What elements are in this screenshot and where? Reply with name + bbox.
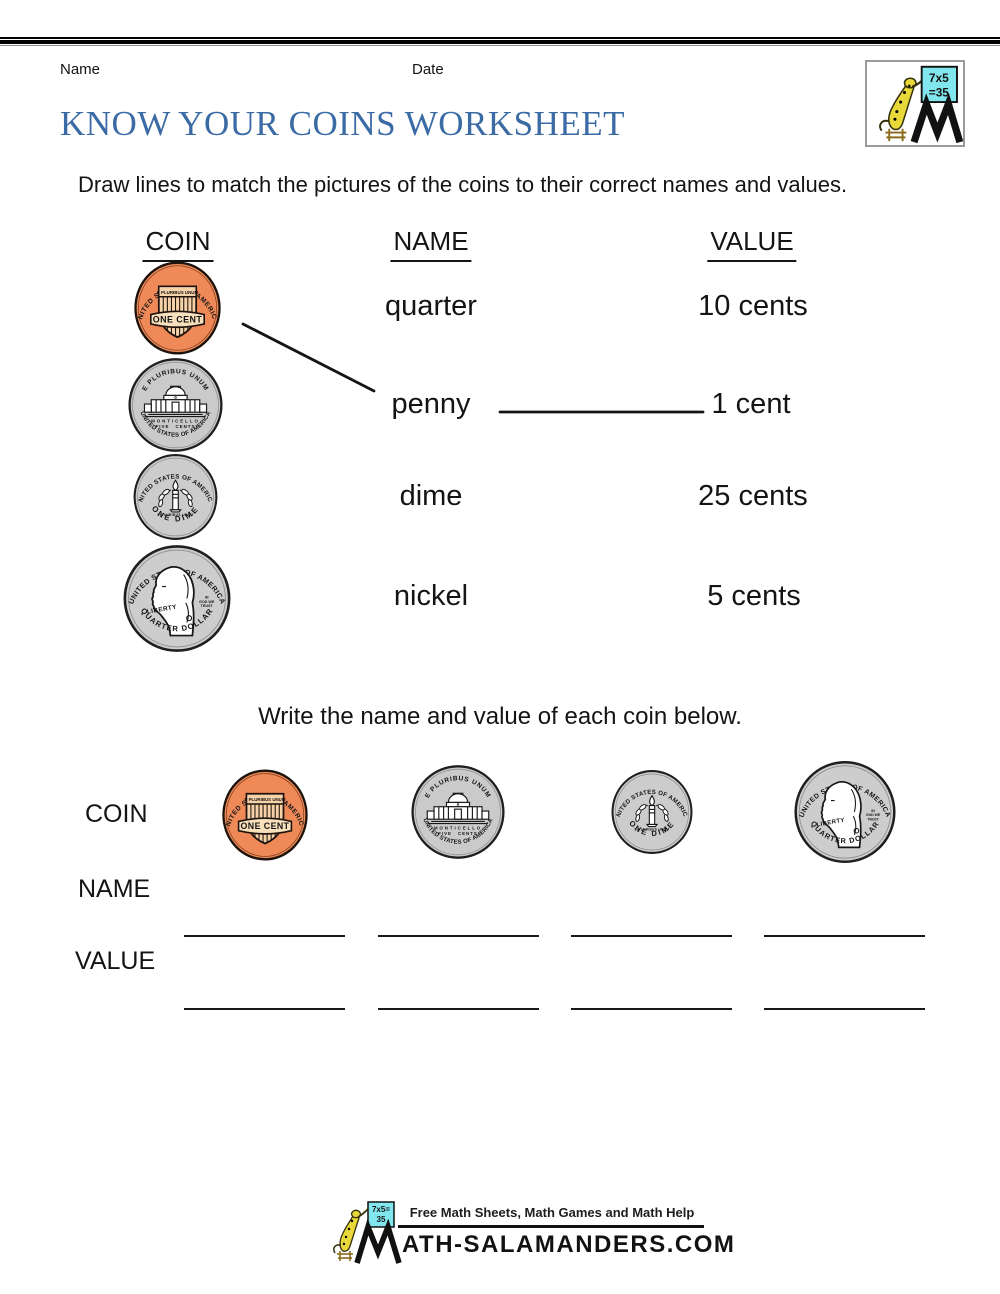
instruction-match: Draw lines to match the pictures of the … (78, 172, 848, 197)
value-blank-penny[interactable] (184, 1008, 345, 1010)
math-salamanders-badge: 7x5 =35 (865, 60, 965, 147)
equation-board-icon: 7x5 =35 (920, 65, 958, 104)
svg-text:7x5: 7x5 (929, 71, 949, 85)
name-label: Name (60, 61, 101, 78)
match-value-1-cent: 1 cent (711, 388, 791, 420)
stool-icon (885, 128, 907, 142)
stool-icon (337, 1251, 353, 1261)
write-row-label-value: VALUE (75, 947, 156, 975)
value-blank-quarter[interactable] (764, 1008, 925, 1010)
top-rule (0, 37, 1000, 46)
name-column-header: NAME (390, 226, 472, 262)
match-line-penny-coin-to-name (241, 322, 376, 393)
match-value-25-cents: 25 cents (698, 480, 808, 512)
name-blank-quarter[interactable] (764, 935, 925, 937)
match-name-quarter: quarter (385, 290, 477, 322)
quarter-coin-image-2 (794, 761, 896, 863)
svg-text:=35: =35 (929, 85, 950, 99)
footer-salamander-logo: 7x5= 35 (333, 1201, 402, 1264)
footer-site-text: ATH-SALAMANDERS.COM (402, 1231, 736, 1258)
dime-coin-image-2 (610, 769, 693, 854)
write-row-label-coin: COIN (85, 800, 148, 828)
salamander-m-icon (910, 92, 964, 144)
name-blank-penny[interactable] (184, 935, 345, 937)
match-value-10-cents: 10 cents (698, 290, 808, 322)
write-row-label-name: NAME (78, 875, 151, 903)
coin-column-header: COIN (142, 226, 214, 262)
penny-coin-image-2 (221, 769, 309, 861)
date-label: Date (412, 61, 444, 78)
value-column-header: VALUE (707, 226, 797, 262)
svg-text:35: 35 (377, 1215, 386, 1224)
page-title: KNOW YOUR COINS WORKSHEET (60, 104, 626, 143)
match-value-5-cents: 5 cents (707, 580, 801, 612)
name-blank-dime[interactable] (571, 935, 732, 937)
equation-board-icon: 7x5= 35 (367, 1201, 395, 1228)
value-blank-nickel[interactable] (378, 1008, 539, 1010)
salamander-badge-art: 7x5 =35 (879, 65, 964, 144)
match-lines-overlay (241, 322, 705, 414)
svg-text:7x5=: 7x5= (372, 1205, 390, 1214)
name-blank-nickel[interactable] (378, 935, 539, 937)
instruction-write: Write the name and value of each coin be… (258, 703, 742, 730)
salamander-icon (333, 1203, 372, 1254)
match-name-penny: penny (391, 388, 471, 420)
match-name-nickel: nickel (393, 580, 469, 612)
value-blank-dime[interactable] (571, 1008, 732, 1010)
match-name-dime: dime (399, 480, 463, 512)
footer-tagline: Free Math Sheets, Math Games and Math He… (409, 1205, 695, 1220)
nickel-coin-image-2 (411, 765, 505, 859)
footer-rule (398, 1225, 704, 1228)
salamander-m-icon (354, 1218, 402, 1264)
